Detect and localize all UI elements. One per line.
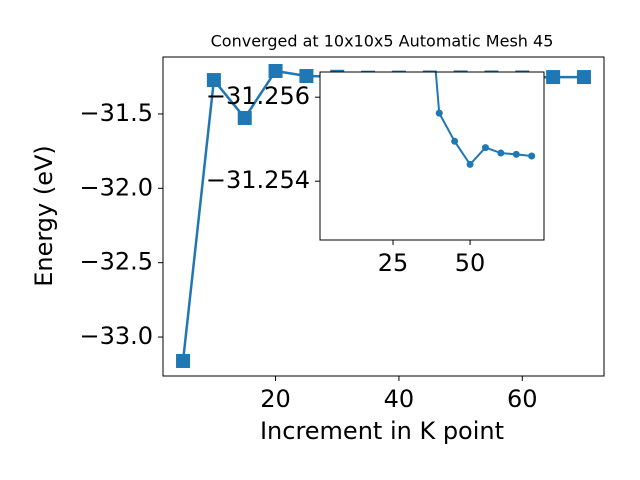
y-tick-label: −31.254 — [206, 166, 310, 194]
x-tick-label: 50 — [455, 249, 486, 277]
y-tick-label: −31.256 — [206, 82, 310, 110]
y-tick-label: −31.5 — [79, 99, 153, 127]
marker — [497, 149, 505, 157]
chart-title: Converged at 10x10x5 Automatic Mesh 45 — [211, 32, 554, 51]
marker — [451, 137, 459, 145]
x-tick-label: 25 — [378, 249, 409, 277]
marker — [512, 150, 520, 158]
x-tick-label: 20 — [260, 385, 291, 413]
marker — [528, 152, 536, 160]
y-tick-label: −32.0 — [79, 173, 153, 201]
marker — [176, 353, 191, 368]
y-tick-label: −32.5 — [79, 248, 153, 276]
marker — [481, 144, 489, 152]
x-axis-label: Increment in K point — [260, 417, 504, 445]
plot-frame — [162, 56, 605, 377]
marker — [546, 70, 561, 85]
marker — [576, 70, 591, 85]
x-tick-label: 40 — [384, 385, 415, 413]
y-axis-label: Energy (eV) — [30, 145, 58, 287]
marker — [435, 109, 443, 117]
marker — [237, 110, 252, 125]
marker — [466, 160, 474, 168]
marker — [268, 63, 283, 78]
marker — [206, 73, 221, 88]
x-tick-label: 60 — [507, 385, 538, 413]
y-tick-label: −33.0 — [79, 322, 153, 350]
plot-frame — [319, 71, 545, 241]
plot-area — [434, 72, 536, 168]
marker — [299, 69, 314, 84]
plot-background — [320, 72, 544, 240]
